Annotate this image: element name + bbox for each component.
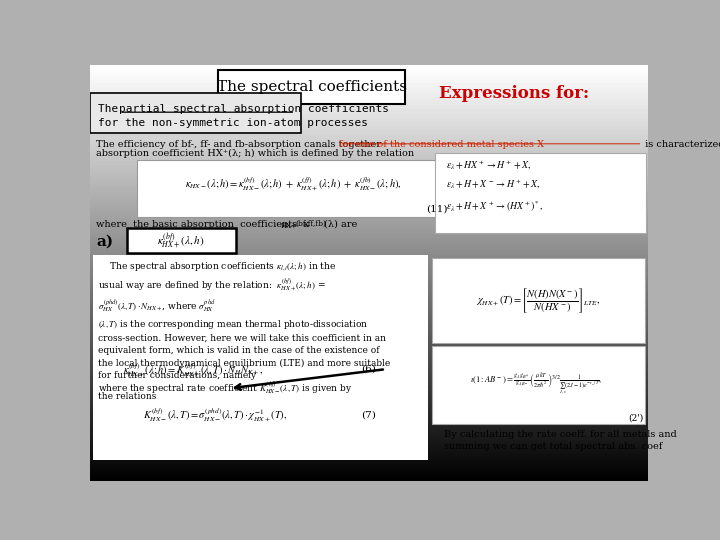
- Text: $\kappa_{HX+}^{(bf)}(\lambda, h)$: $\kappa_{HX+}^{(bf)}(\lambda, h)$: [157, 231, 204, 249]
- Text: The spectral coefficients: The spectral coefficients: [217, 80, 407, 94]
- Text: $\varepsilon_\lambda + H + X^- \rightarrow H^+ + X,$: $\varepsilon_\lambda + H + X^- \rightarr…: [446, 178, 541, 191]
- FancyBboxPatch shape: [432, 346, 645, 424]
- Text: $\iota(1:AB^-)=\frac{g_A g_{B^+}}{g_{AB^-}}\left(\frac{\mu kT}{2\pi\hbar^2}\righ: $\iota(1:AB^-)=\frac{g_A g_{B^+}}{g_{AB^…: [470, 372, 603, 396]
- Text: The: The: [98, 104, 125, 114]
- Text: $\kappa_{HX+}^{(bf)}(\lambda;h) = K_{HX+}^{(bf)}(\lambda,T)\cdot N_H N_{X+},$: $\kappa_{HX+}^{(bf)}(\lambda;h) = K_{HX+…: [123, 361, 264, 377]
- Text: By calculating the rate coeff. for all metals and
summing we can get total spect: By calculating the rate coeff. for all m…: [444, 430, 677, 451]
- Text: partial spectral absorption coefficients: partial spectral absorption coefficients: [119, 104, 389, 114]
- Text: for the non-symmetric ion-atom processes: for the non-symmetric ion-atom processes: [98, 118, 368, 128]
- Text: $\kappa_{HX-}(\lambda;h) = \kappa_{HX-}^{(bf)}(\lambda;h)\ +\ \kappa_{HX+}^{(ff): $\kappa_{HX-}(\lambda;h) = \kappa_{HX-}^…: [185, 175, 402, 192]
- Text: is characterized by the partial: is characterized by the partial: [642, 140, 720, 150]
- FancyBboxPatch shape: [436, 153, 647, 233]
- Text: $\chi_{HX+}(T) = \left[\dfrac{N(H)N(X^-)}{N(HX^-)}\right]_{LTE},$: $\chi_{HX+}(T) = \left[\dfrac{N(H)N(X^-)…: [476, 287, 600, 315]
- Text: $K_{HX-}^{(bf)}(\lambda,T) = \sigma_{HX-}^{(phd)}(\lambda,T)\cdot\chi_{HX+}^{-1}: $K_{HX-}^{(bf)}(\lambda,T) = \sigma_{HX-…: [143, 407, 288, 423]
- Text: where  the basic absorption  coefficients  κ: where the basic absorption coefficients …: [96, 220, 309, 229]
- Text: (λ) are: (λ) are: [324, 220, 358, 229]
- FancyBboxPatch shape: [93, 255, 428, 460]
- Text: for one of the considered metal species X: for one of the considered metal species …: [339, 140, 544, 150]
- Text: $\varepsilon_\lambda + H + X^+ \rightarrow (HX^+)^*,$: $\varepsilon_\lambda + H + X^+ \rightarr…: [446, 199, 544, 213]
- Text: (11): (11): [426, 205, 448, 214]
- FancyBboxPatch shape: [90, 93, 301, 133]
- Text: (2'): (2'): [628, 414, 644, 423]
- Text: The spectral absorption coefficients $\kappa_{l,i}(\lambda;h)$ in the
usual way : The spectral absorption coefficients $\k…: [99, 260, 391, 380]
- Text: the relations: the relations: [99, 393, 157, 401]
- FancyBboxPatch shape: [138, 160, 453, 218]
- Text: (7): (7): [361, 410, 377, 420]
- FancyBboxPatch shape: [218, 70, 405, 104]
- FancyBboxPatch shape: [127, 228, 236, 253]
- Text: HX+: HX+: [281, 222, 297, 230]
- Text: a): a): [96, 234, 114, 248]
- Text: (6): (6): [361, 364, 377, 374]
- Text: where the spectral rate coefficient $K_{HX-}^{(bf)}(\lambda,T)$ is given by: where the spectral rate coefficient $K_{…: [99, 380, 353, 396]
- FancyBboxPatch shape: [432, 258, 645, 343]
- Text: Expressions for:: Expressions for:: [439, 85, 589, 102]
- Text: $\varepsilon_\lambda + HX^+ \rightarrow H^+ + X,$: $\varepsilon_\lambda + HX^+ \rightarrow …: [446, 159, 531, 172]
- Text: absorption coefficient HX⁺(λ; h) which is defined by the relation: absorption coefficient HX⁺(λ; h) which i…: [96, 149, 414, 158]
- Text: The efficiency of bf-, ff- and fb-absorption canals together: The efficiency of bf-, ff- and fb-absorp…: [96, 140, 384, 150]
- Text: (bf,ff,fb): (bf,ff,fb): [295, 220, 326, 228]
